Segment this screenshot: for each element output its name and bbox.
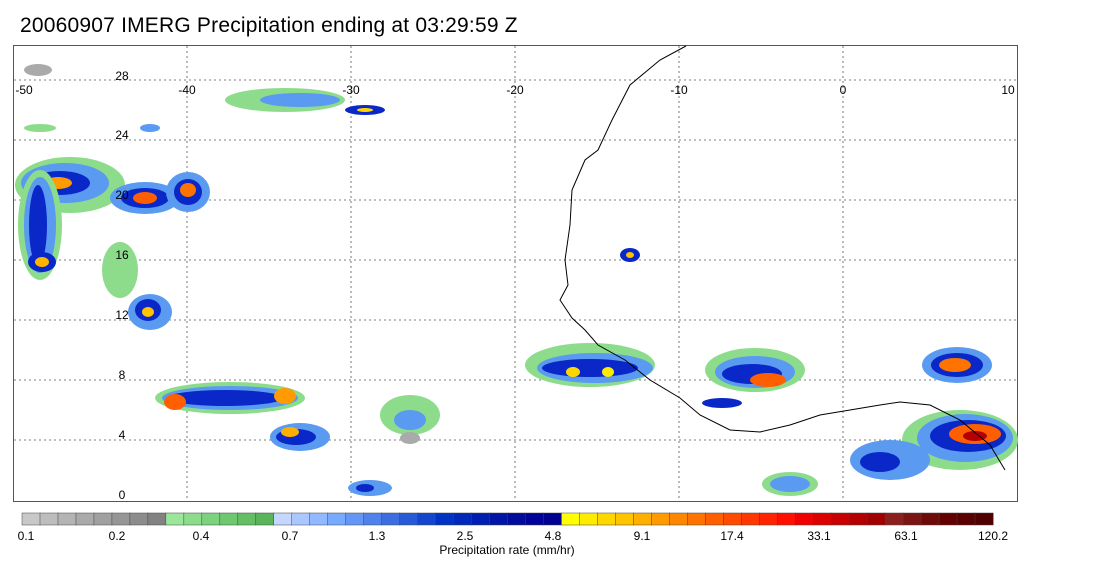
colorbar-swatch: [956, 512, 976, 526]
colorbar-swatch: [309, 512, 329, 526]
lon-label: -40: [178, 83, 196, 97]
coastline: [559, 45, 1006, 471]
colorbar-tick-label: 0.2: [108, 529, 126, 543]
colorbar-swatch: [417, 512, 437, 526]
colorbar-swatch: [543, 512, 562, 526]
lat-label: 20: [115, 188, 129, 202]
colorbar-swatch: [255, 512, 275, 526]
colorbar-tick-label: 2.5: [456, 529, 474, 543]
colorbar-swatch: [435, 512, 455, 526]
colorbar-swatch: [399, 512, 419, 526]
colorbar-swatch: [183, 512, 203, 526]
map-title: 20060907 IMERG Precipitation ending at 0…: [20, 14, 518, 37]
lat-label: 0: [119, 488, 126, 502]
colorbar-tick-label: 0.7: [281, 529, 299, 543]
colorbar-tick-label: 0.1: [17, 529, 35, 543]
lon-label: 0: [840, 83, 847, 97]
colorbar-tick-label: 120.2: [977, 529, 1009, 543]
colorbar-swatch: [129, 512, 149, 526]
lat-label: 12: [115, 308, 129, 322]
lon-label: -20: [506, 83, 524, 97]
colorbar-swatch: [741, 512, 760, 526]
colorbar-swatch: [201, 512, 221, 526]
colorbar-swatch: [812, 512, 832, 526]
colorbar-swatch: [147, 512, 167, 526]
lat-label: 24: [115, 128, 129, 142]
colorbar-swatch: [561, 512, 580, 526]
lon-label: 10: [1001, 83, 1015, 97]
colorbar-tick-label: 4.8: [544, 529, 562, 543]
graticule: [14, 46, 1017, 501]
colorbar-swatch: [884, 512, 904, 526]
colorbar-swatch: [705, 512, 724, 526]
colorbar-swatch: [525, 512, 545, 526]
colorbar-swatch: [579, 512, 598, 526]
colorbar-swatch: [453, 512, 473, 526]
colorbar-swatch: [327, 512, 347, 526]
colorbar-title: Precipitation rate (mm/hr): [439, 543, 575, 557]
colorbar-swatch: [219, 512, 239, 526]
colorbar-tick-label: 1.3: [368, 529, 386, 543]
colorbar-swatch: [471, 512, 491, 526]
colorbar-tick-label: 33.1: [807, 529, 831, 543]
colorbar-swatch: [57, 512, 77, 526]
lat-label: 28: [115, 69, 129, 83]
colorbar-swatch: [597, 512, 616, 526]
colorbar-tick-label: 17.4: [720, 529, 744, 543]
colorbar-swatch: [866, 512, 886, 526]
colorbar-swatch: [687, 512, 706, 526]
colorbar-swatch: [758, 512, 778, 526]
colorbar-swatch: [363, 512, 383, 526]
colorbar-swatch: [669, 512, 688, 526]
colorbar-swatch: [93, 512, 113, 526]
colorbar-swatch: [291, 512, 311, 526]
lat-label: 4: [119, 428, 126, 442]
colorbar-swatch: [974, 512, 994, 526]
colorbar-swatch: [165, 512, 185, 526]
colorbar-swatch: [39, 512, 59, 526]
colorbar-swatch: [75, 512, 95, 526]
colorbar-swatch: [848, 512, 868, 526]
colorbar-swatch: [489, 512, 509, 526]
colorbar-swatch: [111, 512, 131, 526]
lon-label: -30: [342, 83, 360, 97]
colorbar-tick-label: 0.4: [192, 529, 210, 543]
colorbar-swatch: [21, 512, 41, 526]
lat-label: 16: [115, 248, 129, 262]
colorbar-swatch: [237, 512, 257, 526]
lat-label: 8: [119, 368, 126, 382]
lon-labels: -50 -40 -30 -20 -10 0 10: [15, 83, 1015, 97]
colorbar-swatch: [507, 512, 527, 526]
colorbar-swatch: [794, 512, 814, 526]
colorbar-swatch: [381, 512, 401, 526]
lon-label: -10: [670, 83, 688, 97]
lon-label: -50: [15, 83, 33, 97]
colorbar-swatch: [273, 512, 293, 526]
colorbar-swatch: [938, 512, 958, 526]
colorbar-swatch: [776, 512, 796, 526]
lat-labels: 28 24 20 16 12 8 4 0: [115, 69, 129, 502]
map-frame: [13, 45, 1018, 502]
colorbar-swatch: [651, 512, 670, 526]
colorbar-swatch: [920, 512, 940, 526]
colorbar-swatch: [615, 512, 634, 526]
colorbar-swatch: [830, 512, 850, 526]
colorbar-swatch: [902, 512, 922, 526]
colorbar-tick-label: 63.1: [894, 529, 918, 543]
colorbar-swatch: [345, 512, 365, 526]
colorbar-swatch: [633, 512, 652, 526]
colorbar-swatch: [723, 512, 742, 526]
colorbar-tick-label: 9.1: [633, 529, 651, 543]
precipitation-cells: [15, 64, 1018, 496]
colorbar: [21, 512, 994, 526]
